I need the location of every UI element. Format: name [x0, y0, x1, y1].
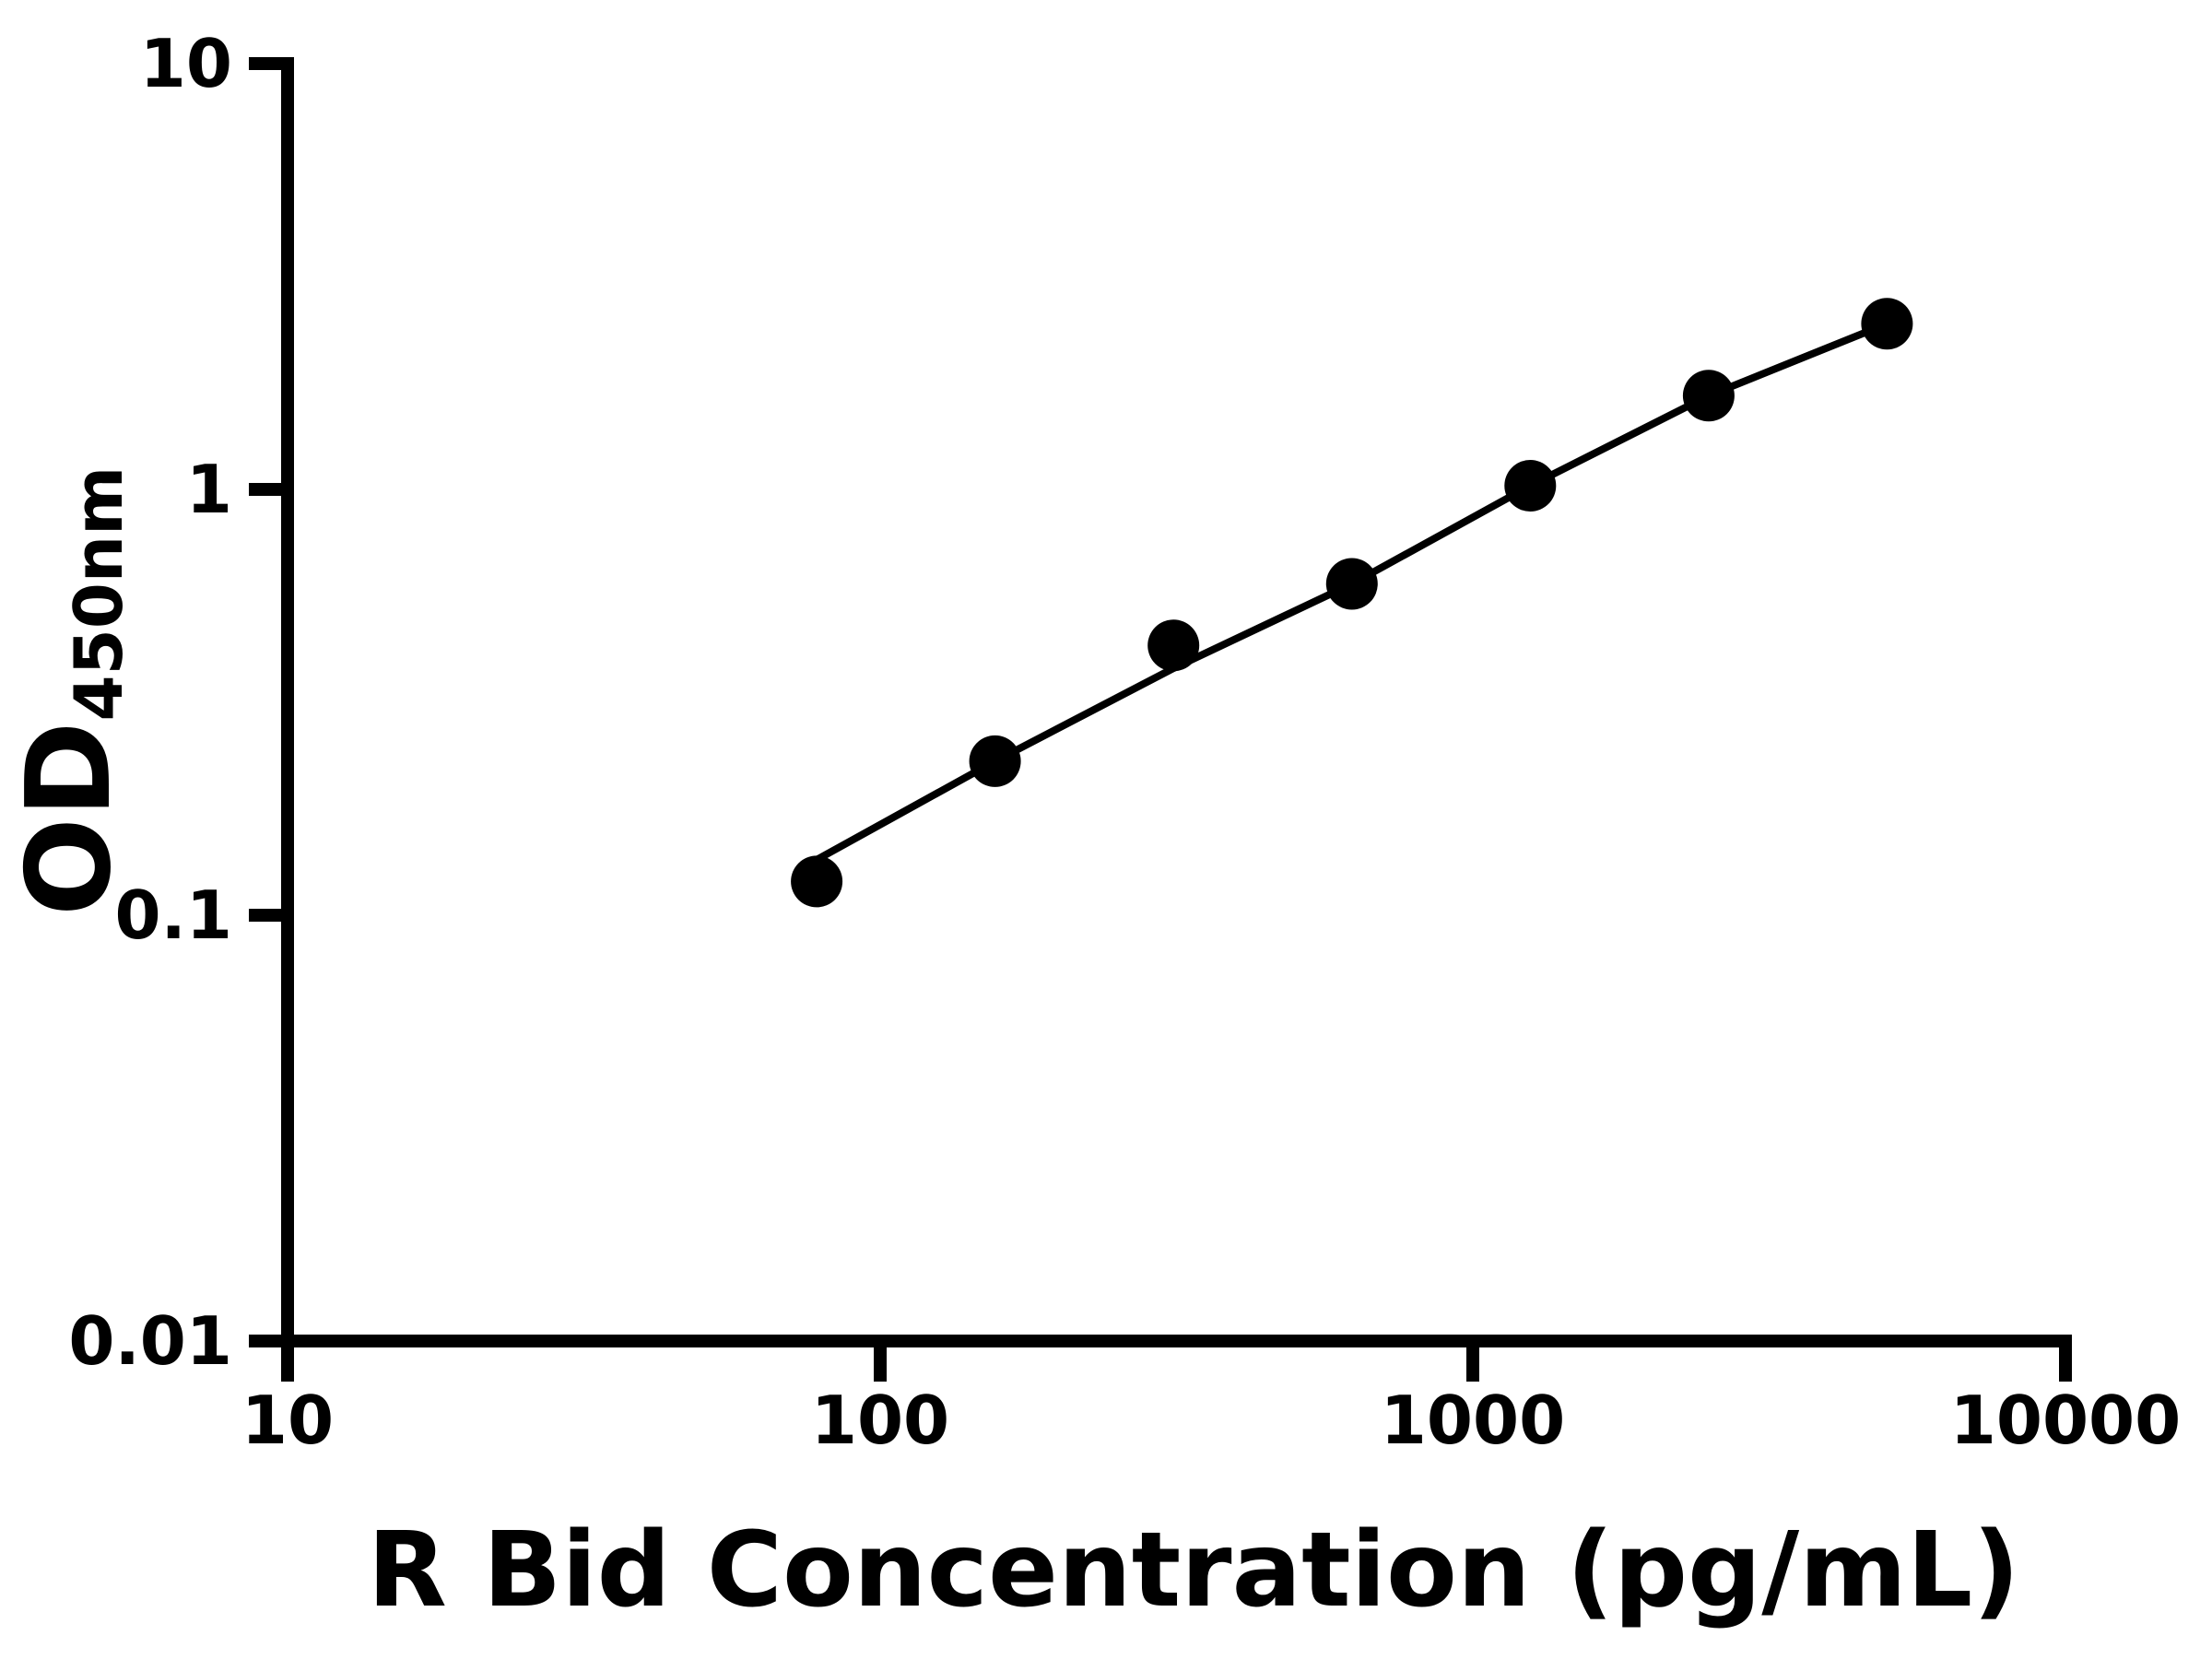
y-tick-label: 10: [140, 25, 232, 102]
axis-ticks: [249, 57, 2072, 1382]
y-axis-title-main: OD: [1, 721, 136, 916]
y-tick-label: 0.1: [114, 877, 232, 954]
data-point: [1861, 298, 1913, 350]
data-point: [1682, 370, 1735, 422]
data-point: [1147, 619, 1200, 672]
y-tick-label: 0.01: [68, 1302, 232, 1380]
axes: [281, 57, 2072, 1347]
data-point: [1325, 558, 1378, 610]
x-tick-label: 100: [811, 1382, 949, 1459]
data-point: [969, 735, 1021, 787]
data-point: [1504, 460, 1557, 512]
x-axis-title: R Bid Concentration (pg/mL): [368, 1511, 2020, 1630]
x-tick-label: 1000: [1381, 1382, 1565, 1459]
y-axis-title-subscript: 450nm: [60, 466, 137, 722]
y-axis-title: OD450nm: [1, 466, 137, 916]
x-tick-label: 10000: [1950, 1382, 2182, 1459]
axis-spine: [281, 57, 2072, 1347]
data-series: [791, 298, 1913, 908]
x-tick-label: 10: [241, 1382, 334, 1459]
data-point: [791, 855, 843, 908]
y-tick-label: 1: [186, 451, 232, 528]
